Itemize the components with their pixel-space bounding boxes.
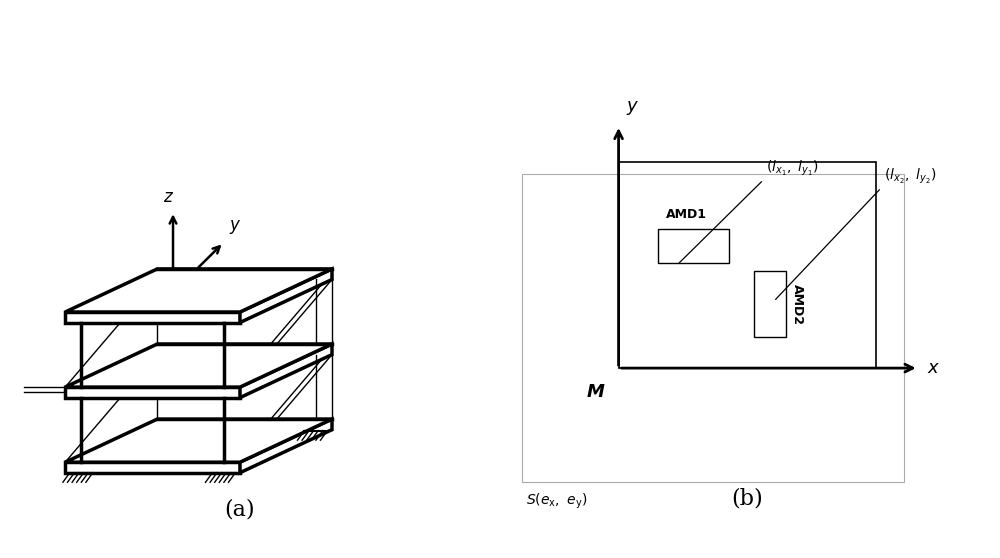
- Text: AMD1: AMD1: [666, 208, 707, 220]
- Bar: [619, 162, 876, 368]
- Text: $\boldsymbol{M}$: $\boldsymbol{M}$: [586, 383, 606, 401]
- Text: $(l_{x_1},\ l_{y_1})$: $(l_{x_1},\ l_{y_1})$: [766, 158, 818, 178]
- Polygon shape: [65, 269, 332, 312]
- Polygon shape: [65, 312, 240, 323]
- Polygon shape: [240, 269, 332, 323]
- Polygon shape: [240, 344, 332, 398]
- Text: $S(e_{\rm x},\ e_{\rm y})$: $S(e_{\rm x},\ e_{\rm y})$: [526, 491, 587, 511]
- Polygon shape: [65, 419, 332, 462]
- Text: $\mathit{y}$: $\mathit{y}$: [229, 218, 242, 236]
- Bar: [658, 229, 729, 263]
- Text: $(l_{x_2},\ l_{y_2})$: $(l_{x_2},\ l_{y_2})$: [884, 166, 936, 186]
- Bar: [522, 174, 904, 482]
- Text: $\mathit{x}$: $\mathit{x}$: [927, 359, 940, 377]
- Text: (a): (a): [225, 498, 255, 521]
- Text: $\mathit{y}$: $\mathit{y}$: [626, 99, 639, 117]
- Polygon shape: [65, 462, 240, 473]
- Polygon shape: [240, 419, 332, 473]
- Polygon shape: [65, 387, 240, 398]
- Text: (b): (b): [731, 488, 763, 510]
- Text: $\mathit{z}$: $\mathit{z}$: [163, 187, 174, 205]
- Text: $\mathit{x}$: $\mathit{x}$: [267, 283, 280, 301]
- Bar: [754, 271, 786, 338]
- Text: AMD2: AMD2: [791, 283, 804, 325]
- Polygon shape: [65, 344, 332, 387]
